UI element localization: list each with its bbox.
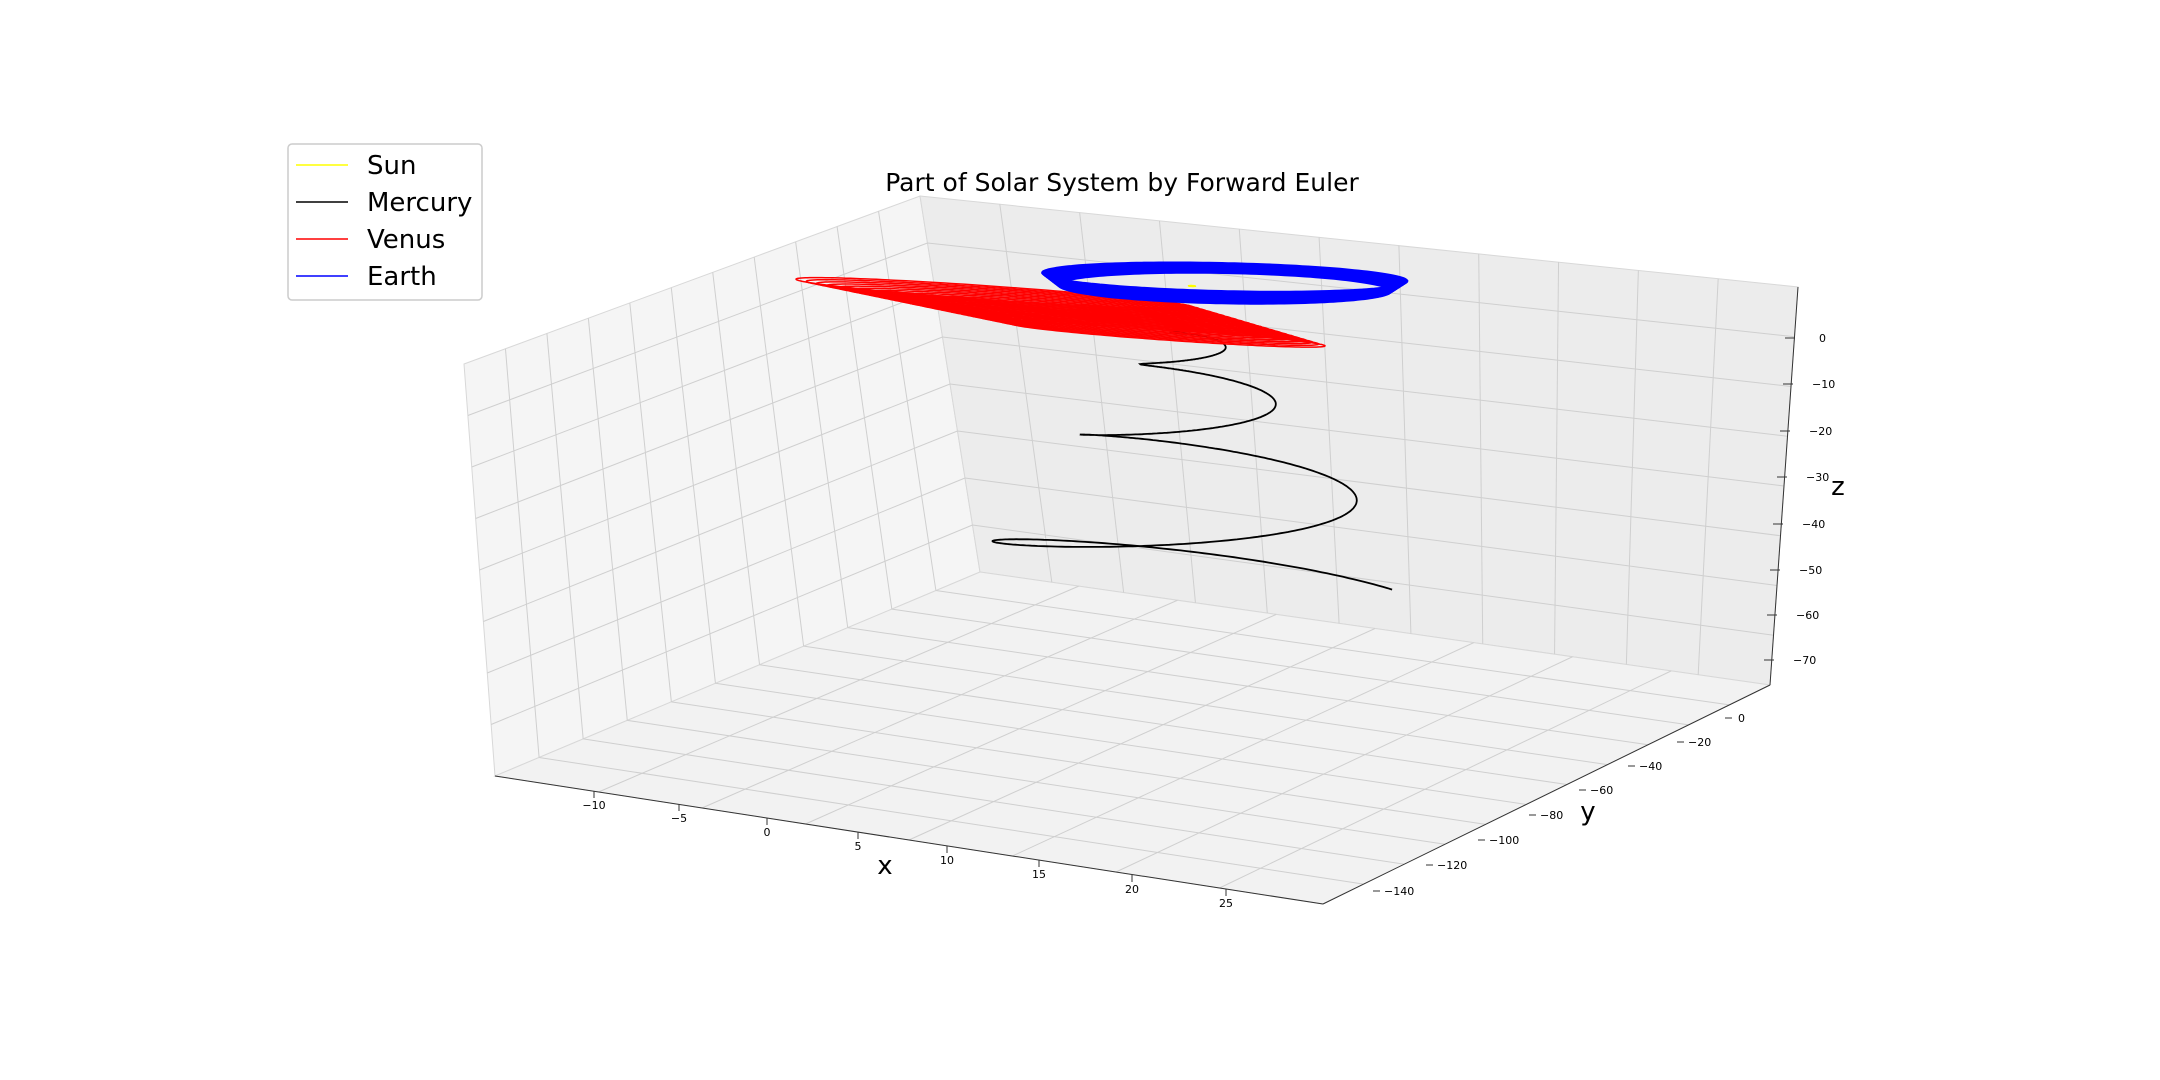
y-tick-label: −140 [1384, 885, 1414, 898]
grid-line [1554, 262, 1560, 655]
x-ticks: −10 −5 0 5 10 15 20 25 [582, 791, 1233, 910]
z-tick-label: −70 [1793, 654, 1816, 667]
z-tick-label: −40 [1802, 518, 1825, 531]
x-axis-label: x [877, 851, 892, 881]
y-tick-label: 0 [1738, 712, 1745, 725]
legend-frame [287, 143, 483, 301]
grid-line [878, 211, 937, 591]
grid-line [795, 241, 849, 628]
z-tick-label: −30 [1806, 471, 1829, 484]
x-tick-label: 25 [1219, 897, 1233, 910]
grid-line [670, 287, 716, 684]
x-tick-label: −10 [582, 799, 605, 812]
axis-edges [494, 286, 1799, 905]
axes-panes [463, 195, 1799, 905]
grid-line [475, 336, 943, 519]
grid-line [1012, 642, 1474, 857]
chart-title: Part of Solar System by Forward Euler [885, 168, 1359, 197]
grid-line [1115, 656, 1573, 873]
y-tick-label: −60 [1590, 784, 1613, 797]
x-tick-label: 20 [1125, 883, 1139, 896]
orbit-earth [1041, 261, 1409, 293]
grid-line [957, 430, 1781, 537]
orbit-series [795, 261, 1409, 591]
y-tick-label: −100 [1489, 834, 1519, 847]
grid-line [1219, 670, 1672, 889]
grid-line [598, 585, 1079, 793]
y-axis-line [1322, 684, 1771, 905]
grid-line [1625, 270, 1639, 665]
grid-line [587, 318, 628, 721]
z-ticks: 0 −10 −20 −30 −40 −50 −60 −70 [1764, 332, 1835, 667]
grid-line [942, 336, 1788, 437]
x-tick-label: 5 [855, 840, 862, 853]
y-tick-label: −40 [1639, 760, 1662, 773]
z-tick-label: −20 [1809, 425, 1832, 438]
grid-line [546, 333, 584, 739]
z-tick-label: −50 [1799, 564, 1822, 577]
grid-line [483, 430, 958, 622]
grid-line [1478, 253, 1484, 644]
y-tick-label: −120 [1437, 859, 1467, 872]
grid-line [467, 242, 928, 416]
grid-line [701, 599, 1178, 809]
y-tick-label: −20 [1688, 736, 1711, 749]
x-axis-line [494, 775, 1324, 905]
x-tick-label: 0 [764, 826, 771, 839]
grid-line [504, 348, 540, 758]
x-tick-label: 10 [940, 854, 954, 867]
y-axis-label: y [1580, 797, 1595, 827]
grid-line [1158, 220, 1196, 603]
z-tick-label: −60 [1796, 609, 1819, 622]
legend-label-mercury: Mercury [367, 188, 472, 218]
grid-line [964, 477, 1778, 586]
grid-line [999, 204, 1053, 583]
y-ticks: 0 −20 −40 −60 −80 −100 −120 −140 [1373, 712, 1745, 898]
grid-line [908, 628, 1376, 841]
grid-line [753, 257, 805, 647]
grid-line [629, 302, 672, 702]
x-tick-label: 15 [1032, 868, 1046, 881]
legend-label-sun: Sun [367, 151, 416, 181]
grid-line [805, 613, 1277, 825]
legend-label-earth: Earth [367, 262, 437, 292]
grid-line [1697, 278, 1719, 675]
z-tick-label: −10 [1812, 378, 1835, 391]
grid-line [949, 383, 1785, 487]
legend-label-venus: Venus [367, 225, 445, 255]
grid-line [1398, 245, 1412, 634]
grid-line [490, 524, 973, 725]
grid-line [712, 272, 761, 665]
x-tick-label: −5 [671, 812, 687, 825]
orbit-sun [1187, 284, 1197, 288]
grid-line [487, 477, 966, 674]
z-axis-line [1769, 286, 1799, 686]
grid-line [479, 383, 951, 571]
z-axis-label: z [1831, 472, 1845, 502]
legend: Sun Mercury Venus Earth [287, 143, 483, 301]
grid-line [471, 289, 936, 468]
z-tick-label: 0 [1819, 332, 1826, 345]
y-tick-label: −80 [1540, 809, 1563, 822]
